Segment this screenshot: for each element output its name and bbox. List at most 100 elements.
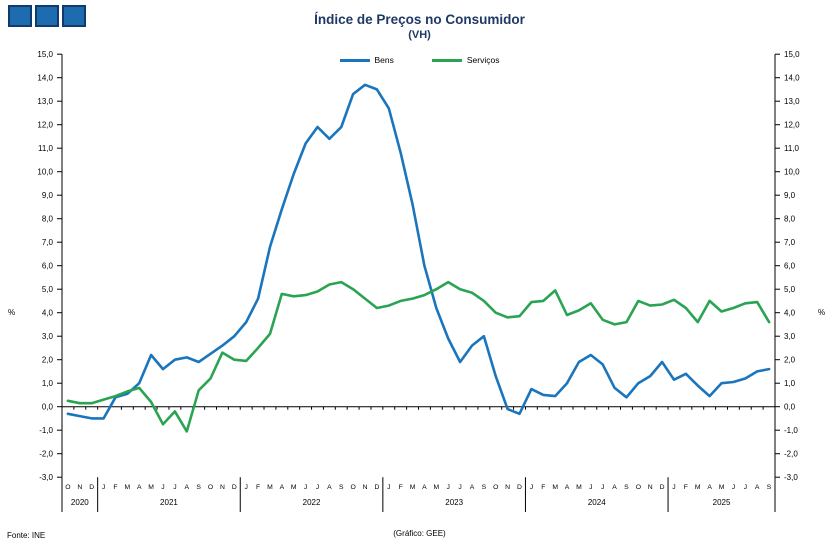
right-axis-unit-label: % (818, 308, 826, 317)
month-label: A (327, 484, 332, 491)
y-axis-label-left: -2,0 (39, 450, 53, 459)
legend-label-bens: Bens (374, 55, 394, 65)
month-label: S (482, 484, 487, 491)
left-axis-unit-label: % (8, 308, 16, 317)
y-axis-label-right: 8,0 (784, 215, 796, 224)
month-label: S (339, 484, 344, 491)
source-note: Fonte: INE (7, 531, 46, 540)
y-axis-label-left: 10,0 (37, 168, 53, 177)
month-label: O (65, 484, 70, 491)
y-axis-label-left: -3,0 (39, 473, 53, 482)
y-axis-label-left: 8,0 (42, 215, 54, 224)
chart-title: Índice de Preços no Consumidor (314, 12, 525, 27)
month-label: O (636, 484, 641, 491)
month-label: D (89, 484, 94, 491)
month-label: A (280, 484, 285, 491)
month-label: N (220, 484, 225, 491)
month-label: J (161, 484, 164, 491)
month-label: N (648, 484, 653, 491)
month-label: J (316, 484, 319, 491)
legend-label-servicos: Serviços (466, 55, 500, 65)
y-axis-label-right: 15,0 (784, 50, 800, 59)
y-axis-label-right: 13,0 (784, 97, 800, 106)
month-label: D (232, 484, 237, 491)
month-label: J (458, 484, 461, 491)
month-label: J (244, 484, 247, 491)
month-label: J (672, 484, 675, 491)
y-axis-label-left: 7,0 (42, 238, 54, 247)
y-axis-label-left: -1,0 (39, 426, 53, 435)
year-label: 2021 (160, 498, 178, 507)
y-axis-label-right: 5,0 (784, 285, 796, 294)
logo (8, 5, 86, 27)
month-label: N (363, 484, 368, 491)
y-axis-label-left: 12,0 (37, 121, 53, 130)
month-label: M (719, 484, 725, 491)
month-label: J (732, 484, 735, 491)
y-axis-label-left: 15,0 (37, 50, 53, 59)
month-label: F (256, 484, 260, 491)
month-label: F (399, 484, 403, 491)
month-label: M (291, 484, 297, 491)
month-label: S (767, 484, 772, 491)
logo-square (35, 5, 59, 27)
year-label: 2024 (588, 498, 606, 507)
month-label: J (744, 484, 747, 491)
month-label: A (470, 484, 475, 491)
month-label: J (447, 484, 450, 491)
bens-line (66, 83, 771, 420)
y-axis-label-left: 14,0 (37, 74, 53, 83)
y-axis-label-right: -1,0 (784, 426, 798, 435)
month-label: D (660, 484, 665, 491)
y-axis-label-left: 2,0 (42, 356, 54, 365)
y-axis-label-left: 5,0 (42, 285, 54, 294)
month-label: D (517, 484, 522, 491)
year-label: 2023 (445, 498, 463, 507)
month-label: A (755, 484, 760, 491)
month-label: N (505, 484, 510, 491)
month-label: N (77, 484, 82, 491)
y-axis-label-right: 7,0 (784, 238, 796, 247)
y-axis-label-right: -2,0 (784, 450, 798, 459)
y-axis-label-right: 9,0 (784, 191, 796, 200)
y-axis-label-left: 1,0 (42, 379, 54, 388)
month-label: O (493, 484, 498, 491)
servicos-line (66, 280, 771, 433)
month-label: J (304, 484, 307, 491)
month-label: S (624, 484, 629, 491)
legend-item-servicos[interactable]: Serviços (431, 55, 500, 65)
month-label: J (173, 484, 176, 491)
y-axis-label-left: 6,0 (42, 262, 54, 271)
y-axis-label-left: 3,0 (42, 332, 54, 341)
y-axis-label-right: 14,0 (784, 74, 800, 83)
month-label: F (541, 484, 545, 491)
month-label: M (695, 484, 701, 491)
logo-square (8, 5, 32, 27)
year-label: 2022 (303, 498, 321, 507)
y-axis-label-right: 6,0 (784, 262, 796, 271)
month-label: O (208, 484, 213, 491)
y-axis-label-left: 11,0 (38, 144, 54, 153)
month-label: J (387, 484, 390, 491)
month-label: M (148, 484, 154, 491)
month-label: M (576, 484, 582, 491)
month-label: J (601, 484, 604, 491)
y-axis-label-right: 0,0 (784, 403, 796, 412)
y-axis-label-right: 4,0 (784, 309, 796, 318)
logo-square (62, 5, 86, 27)
month-label: O (350, 484, 355, 491)
y-axis-label-right: 11,0 (784, 144, 800, 153)
legend-item-bens[interactable]: Bens (339, 55, 394, 65)
y-axis-label-left: 0,0 (42, 403, 54, 412)
chart-subtitle: (VH) (408, 29, 431, 41)
year-label: 2025 (713, 498, 731, 507)
month-label: A (422, 484, 427, 491)
month-label: M (410, 484, 416, 491)
servicos-line-swatch (431, 58, 462, 62)
y-axis-label-right: 10,0 (784, 168, 800, 177)
credit-note: (Gráfico: GEE) (393, 529, 446, 538)
y-axis-label-right: 1,0 (784, 379, 796, 388)
month-label: M (267, 484, 273, 491)
